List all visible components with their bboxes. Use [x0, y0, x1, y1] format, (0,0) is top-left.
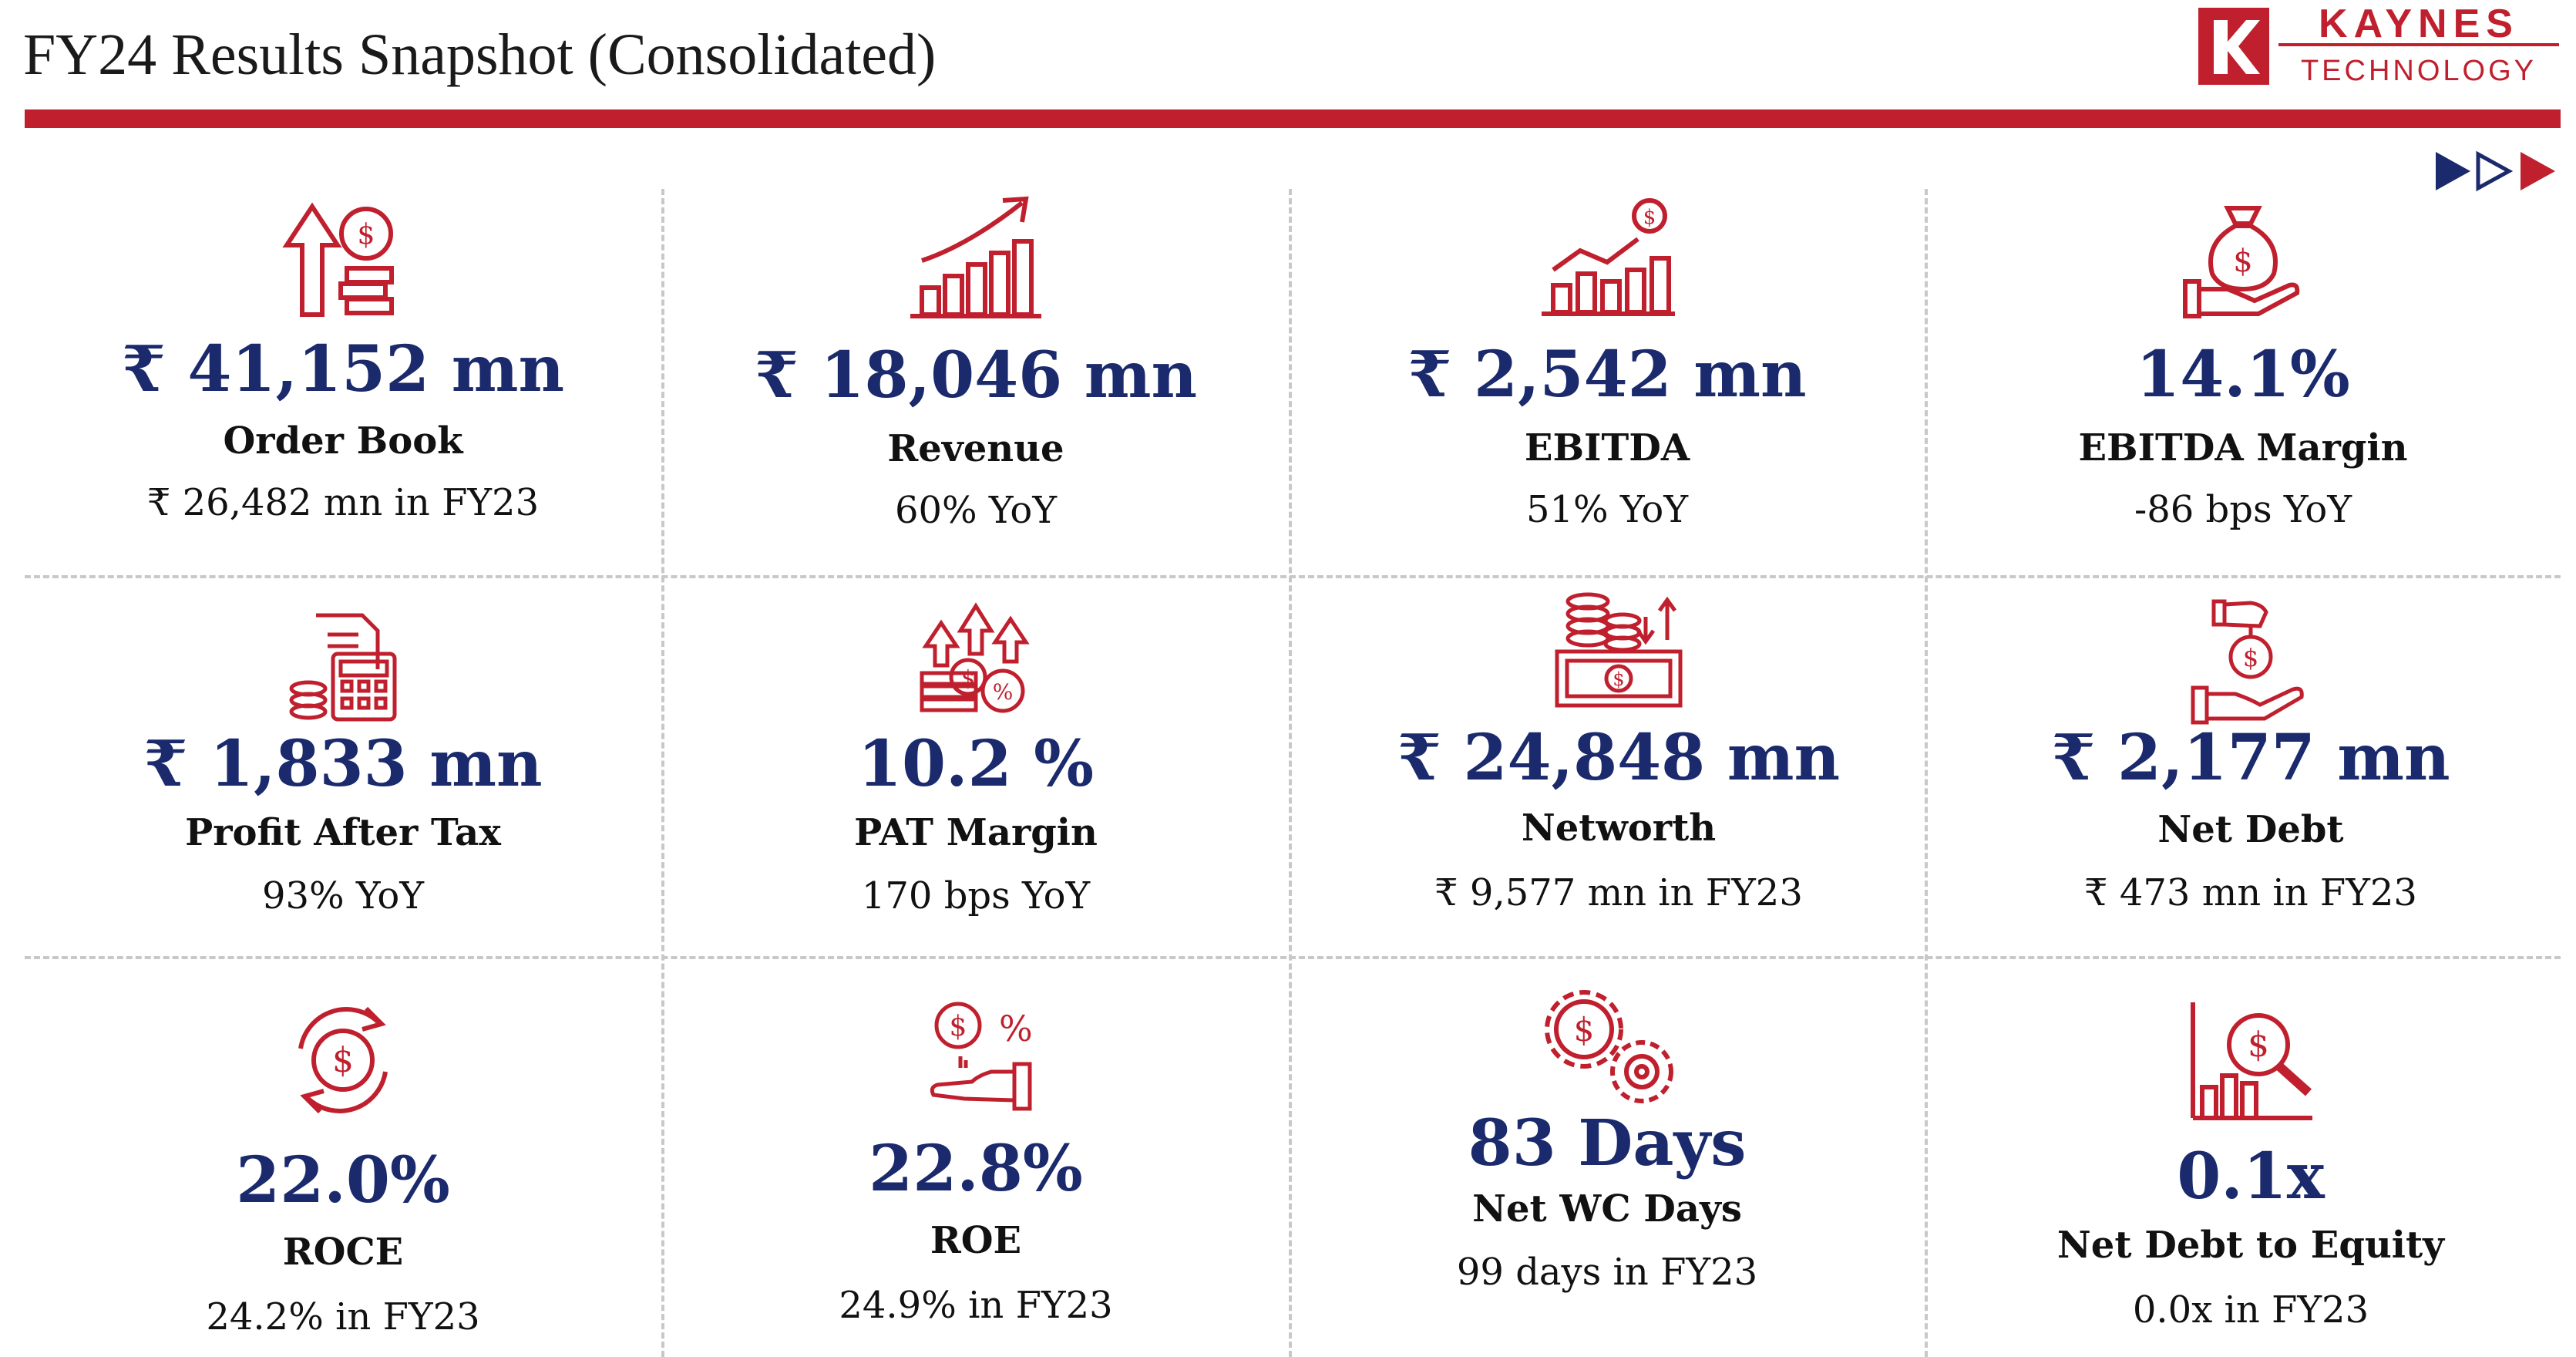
kpi-label: Order Book — [223, 419, 463, 463]
logo-name: KAYNES — [2319, 3, 2519, 46]
kpi-value: 0.1x — [2177, 1140, 2325, 1214]
kpi-label: EBITDA Margin — [2078, 426, 2408, 470]
dollar-percent-hand-icon: $ % — [930, 1002, 1033, 1111]
kpi-value: ₹ 41,152 mn — [121, 332, 565, 406]
kpi-sub: -86 bps YoY — [2134, 488, 2352, 531]
kpi-card-roce: $ 22.0% ROCE 24.2% in FY23 — [31, 995, 655, 1335]
header-rule — [25, 109, 2561, 128]
svg-text:$: $ — [2248, 1025, 2269, 1065]
svg-text:$: $ — [2233, 244, 2252, 279]
kpi-card-roe: $ % 22.8% ROE 24.9% in FY23 — [668, 998, 1284, 1324]
order-book-icon: $ — [282, 202, 394, 317]
kpi-value: ₹ 2,542 mn — [1407, 338, 1807, 412]
nav-arrows-icon — [2436, 150, 2555, 192]
kpi-label: Revenue — [887, 427, 1064, 470]
kpi-sub: 51% YoY — [1525, 488, 1689, 531]
kpi-card-networth: $ ₹ 24,848 mn Networth ₹ 9,577 mn in FY2… — [1295, 586, 1942, 911]
kpi-value: 10.2 % — [857, 727, 1095, 801]
svg-text:$: $ — [358, 219, 375, 251]
kpi-label: ROCE — [282, 1231, 404, 1274]
column-divider — [661, 189, 664, 1357]
kpi-value: ₹ 2,177 mn — [2051, 721, 2450, 795]
kpi-sub: ₹ 26,482 mn in FY23 — [146, 481, 540, 524]
row-divider — [25, 575, 2561, 578]
gears-dollar-icon: $ — [1545, 990, 1673, 1103]
banknote-coins-icon: $ — [1555, 592, 1683, 708]
percent-coins-arrows-icon: $ % — [920, 602, 1030, 713]
kpi-value: 22.0% — [236, 1143, 450, 1217]
magnifier-dollar-chart-icon: $ — [2191, 1002, 2312, 1120]
kpi-value: 83 Days — [1468, 1106, 1747, 1180]
kpi-card-pat: ₹ 1,833 mn Profit After Tax 93% YoY — [31, 608, 655, 914]
dollar-cycle-icon: $ — [298, 1006, 388, 1114]
kpi-label: Net WC Days — [1472, 1187, 1742, 1231]
kpi-sub: 24.9% in FY23 — [839, 1284, 1113, 1327]
row-divider — [25, 956, 2561, 959]
kpi-card-order-book: $ ₹ 41,152 mn Order Book ₹ 26,482 mn in … — [31, 199, 655, 521]
debt-hand-icon: $ — [2191, 599, 2304, 725]
revenue-growth-icon — [910, 196, 1041, 318]
kpi-value: ₹ 1,833 mn — [143, 727, 543, 801]
kpi-label: Net Debt — [2157, 808, 2344, 851]
kpi-card-net-wc-days: $ 83 Days Net WC Days 99 days in FY23 — [1295, 979, 1919, 1291]
kpi-sub: 170 bps YoY — [861, 874, 1091, 918]
ebitda-chart-icon: $ — [1542, 198, 1675, 316]
svg-text:$: $ — [332, 1041, 354, 1080]
kpi-card-revenue: ₹ 18,046 mn Revenue 60% YoY — [668, 191, 1284, 529]
svg-text:$: $ — [1643, 206, 1656, 229]
svg-text:$: $ — [1613, 668, 1624, 690]
kpi-sub: 93% YoY — [261, 874, 425, 918]
kpi-sub: ₹ 9,577 mn in FY23 — [1434, 871, 1803, 914]
column-divider — [1289, 189, 1292, 1357]
logo-sub: TECHNOLOGY — [2301, 55, 2537, 87]
svg-text:%: % — [999, 1008, 1033, 1049]
kpi-card-net-debt: $ ₹ 2,177 mn Net Debt ₹ 473 mn in FY23 — [1931, 595, 2571, 911]
column-divider — [1925, 189, 1928, 1357]
money-bag-hand-icon: $ — [2183, 206, 2300, 318]
kpi-value: ₹ 24,848 mn — [1397, 721, 1841, 795]
kpi-label: ROE — [930, 1219, 1022, 1262]
kpi-card-ebitda: $ ₹ 2,542 mn EBITDA 51% YoY — [1295, 197, 1919, 528]
kpi-card-net-debt-equity: $ 0.1x Net Debt to Equity 0.0x in FY23 — [1931, 998, 2571, 1328]
kpi-card-pat-margin: $ % 10.2 % PAT Margin 170 bps YoY — [668, 600, 1284, 914]
svg-text:$: $ — [2243, 643, 2258, 672]
svg-text:$: $ — [961, 665, 975, 691]
kaynes-logo: KAYNES TECHNOLOGY — [2198, 3, 2559, 87]
kpi-label: PAT Margin — [854, 811, 1098, 854]
kpi-label: Profit After Tax — [185, 811, 501, 854]
kpi-value: 22.8% — [869, 1132, 1083, 1206]
svg-text:$: $ — [1574, 1011, 1595, 1049]
kpi-label: Networth — [1521, 806, 1717, 850]
kpi-sub: ₹ 473 mn in FY23 — [2084, 871, 2417, 914]
kpi-sub: 24.2% in FY23 — [206, 1295, 480, 1338]
kpi-value: ₹ 18,046 mn — [754, 338, 1198, 412]
svg-text:$: $ — [950, 1011, 967, 1042]
calculator-coins-icon — [289, 613, 397, 722]
kpi-label: EBITDA — [1524, 426, 1690, 470]
kpi-label: Net Debt to Equity — [2056, 1224, 2445, 1267]
kpi-value: 14.1% — [2136, 338, 2350, 412]
kpi-sub: 60% YoY — [894, 489, 1058, 532]
kpi-sub: 0.0x in FY23 — [2132, 1288, 2369, 1332]
page-title: FY24 Results Snapshot (Consolidated) — [23, 22, 937, 87]
svg-text:%: % — [993, 679, 1014, 705]
kpi-sub: 99 days in FY23 — [1456, 1251, 1758, 1294]
kpi-card-ebitda-margin: $ 14.1% EBITDA Margin -86 bps YoY — [1931, 197, 2555, 528]
